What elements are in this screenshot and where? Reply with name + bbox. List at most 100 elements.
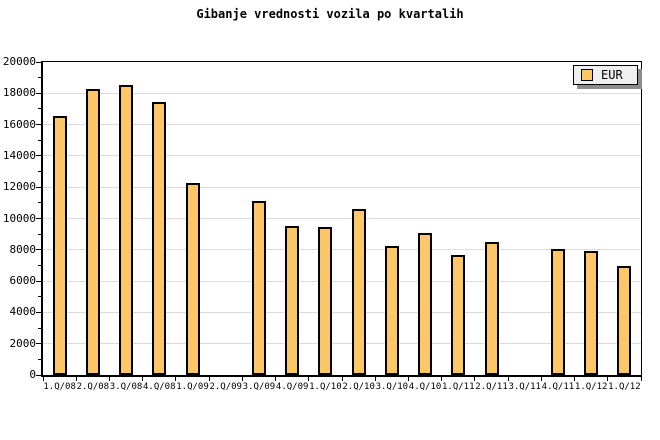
chart-title: Gibanje vrednosti vozila po kvartalih xyxy=(196,7,464,21)
x-axis-label: 1.Q/12 xyxy=(574,382,608,392)
bar-1.Q/08 xyxy=(52,116,67,375)
bar-4.Q/08 xyxy=(152,101,167,375)
x-axis-tick xyxy=(208,377,210,381)
x-axis-label: 1.Q/08 xyxy=(43,382,76,392)
bar-1.Q/12 xyxy=(584,250,599,375)
x-axis-label: 1.Q/11 xyxy=(442,382,475,392)
y-axis-major-tick xyxy=(36,124,41,126)
y-axis-major-tick xyxy=(36,218,41,219)
x-axis-tick xyxy=(540,377,542,381)
legend-series-label: EUR xyxy=(601,68,623,82)
x-axis-label: 1.Q/10 xyxy=(309,382,342,392)
y-axis-major-tick xyxy=(36,92,41,94)
y-axis-label: 20000 xyxy=(2,55,36,68)
gridline xyxy=(43,311,641,313)
y-axis-major-tick xyxy=(36,311,41,313)
y-axis-minor-tick xyxy=(38,77,41,79)
x-axis-tick xyxy=(75,377,77,381)
x-axis-tick xyxy=(374,377,376,381)
y-axis-label: 10000 xyxy=(2,211,36,225)
x-axis-label: 1.Q/12 xyxy=(608,382,641,392)
y-axis-label: 18000 xyxy=(2,86,36,100)
gridline xyxy=(43,218,641,219)
x-axis-label: 2.Q/11 xyxy=(475,382,508,392)
x-axis-label: 2.Q/08 xyxy=(76,382,110,392)
bar-4.Q/09 xyxy=(285,225,300,375)
x-axis-label: 4.Q/09 xyxy=(275,382,309,392)
y-axis-minor-tick xyxy=(38,139,41,141)
bar-1.Q/10 xyxy=(318,227,333,375)
y-axis-major-tick xyxy=(36,186,41,188)
y-axis-label: 2000 xyxy=(9,336,37,350)
gridline xyxy=(43,124,641,126)
x-axis-label: 3.Q/11 xyxy=(508,382,541,392)
y-axis-minor-tick xyxy=(38,171,41,173)
x-axis-label: 4.Q/11 xyxy=(541,382,575,392)
x-axis-tick xyxy=(474,377,476,381)
y-axis-major-tick xyxy=(36,343,41,345)
x-axis-tick xyxy=(241,377,243,381)
x-axis-tick xyxy=(607,377,609,381)
bar-3.Q/10 xyxy=(384,245,399,375)
x-axis-tick xyxy=(275,377,277,381)
x-axis-tick xyxy=(142,377,144,381)
legend-swatch-icon xyxy=(581,69,593,81)
x-axis-label: 2.Q/09 xyxy=(209,382,242,392)
bar-2.Q/11 xyxy=(484,241,499,375)
x-axis-label: 2.Q/10 xyxy=(342,382,375,392)
bar-2.Q/08 xyxy=(85,89,100,375)
y-axis-minor-tick xyxy=(38,327,41,329)
x-axis-label: 3.Q/08 xyxy=(109,382,143,392)
y-axis-minor-tick xyxy=(38,358,41,360)
x-axis-tick xyxy=(640,377,642,381)
gridline xyxy=(43,155,641,157)
y-axis-label: 4000 xyxy=(9,305,37,319)
x-axis-tick xyxy=(108,377,110,381)
x-axis-tick xyxy=(441,377,443,381)
bar-4.Q/10 xyxy=(418,232,433,375)
y-axis-minor-tick xyxy=(38,296,41,298)
y-axis-minor-tick xyxy=(38,108,41,110)
gridline xyxy=(43,249,641,251)
x-axis-tick xyxy=(507,377,509,381)
y-axis-label: 12000 xyxy=(2,180,36,194)
bar-1.Q/12 xyxy=(617,266,632,375)
y-axis-minor-tick xyxy=(38,264,41,266)
y-axis-minor-tick xyxy=(38,233,41,235)
bar-2.Q/10 xyxy=(351,209,366,375)
gridline xyxy=(43,186,641,188)
y-axis-major-tick xyxy=(36,374,41,376)
x-axis-tick xyxy=(42,377,44,381)
y-axis-label: 6000 xyxy=(9,274,37,288)
y-axis-major-tick xyxy=(36,61,41,63)
plot-area xyxy=(41,61,642,377)
x-axis-label: 3.Q/10 xyxy=(375,382,409,392)
bar-1.Q/09 xyxy=(185,182,200,375)
y-axis-minor-tick xyxy=(38,202,41,204)
y-axis-major-tick xyxy=(36,249,41,251)
x-axis-label: 4.Q/08 xyxy=(143,382,176,392)
bar-3.Q/08 xyxy=(119,85,134,375)
x-axis-label: 4.Q/10 xyxy=(408,382,442,392)
x-axis-label: 3.Q/09 xyxy=(242,382,276,392)
bar-4.Q/11 xyxy=(550,249,565,375)
y-axis-label: 8000 xyxy=(9,242,37,256)
y-axis-major-tick xyxy=(36,280,41,282)
gridline xyxy=(43,92,641,94)
legend-box: EUR xyxy=(573,65,638,85)
x-axis-tick xyxy=(407,377,409,381)
gridline xyxy=(43,280,641,282)
y-axis-label: 14000 xyxy=(2,148,36,162)
gridline xyxy=(43,343,641,345)
x-axis-tick xyxy=(574,377,576,381)
bar-3.Q/09 xyxy=(251,201,266,375)
y-axis-major-tick xyxy=(36,155,41,157)
x-axis-tick xyxy=(308,377,310,381)
bar-1.Q/11 xyxy=(451,254,466,375)
x-axis-tick xyxy=(341,377,343,381)
x-axis-label: 1.Q/09 xyxy=(176,382,209,392)
x-axis-tick xyxy=(175,377,177,381)
y-axis-label: 0 xyxy=(29,368,36,381)
y-axis-label: 16000 xyxy=(2,117,36,131)
